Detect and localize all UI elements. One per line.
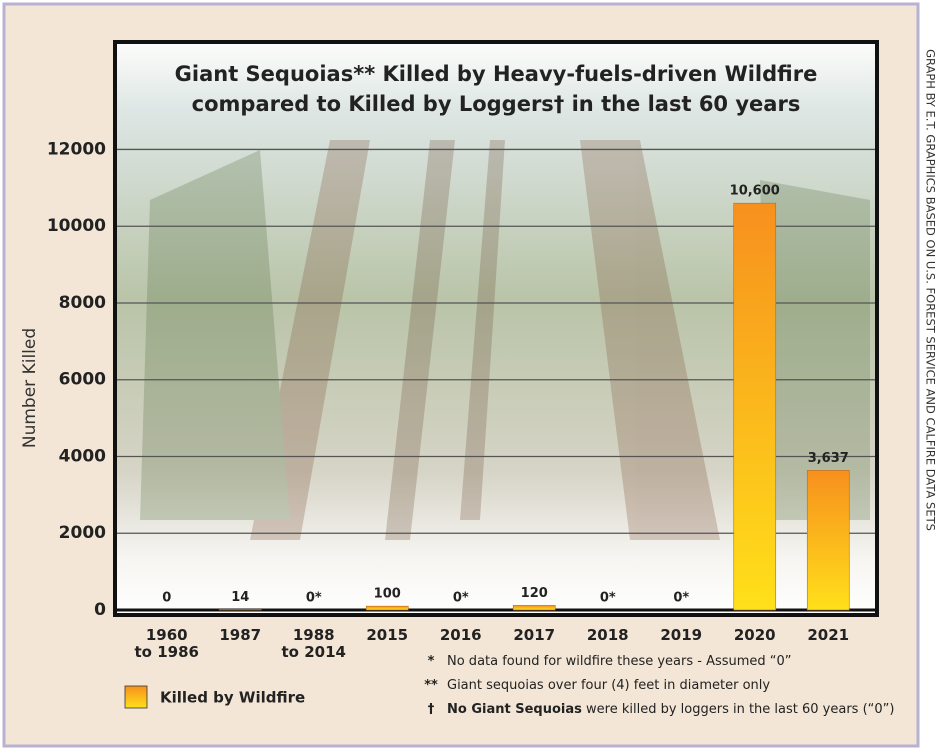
value-label: 120 (521, 586, 548, 601)
footnote-body: Giant sequoias over four (4) feet in dia… (447, 678, 771, 693)
credit: GRAPH BY E.T. GRAPHICS BASED ON U.S. FOR… (924, 49, 938, 531)
y-tick-label: 0 (94, 600, 106, 620)
x-tick-label: 2020 (733, 626, 776, 644)
x-tick-label: 1988 to 2014 (281, 626, 346, 661)
value-label: 100 (374, 587, 401, 602)
x-tick-label: 2017 (513, 626, 556, 644)
y-tick-label: 8000 (59, 293, 106, 313)
bar (806, 470, 850, 611)
x-tick-label: 2015 (366, 626, 409, 644)
x-tick-label: 1987 (219, 626, 262, 644)
value-label: 0 (162, 591, 171, 606)
legend-swatch (124, 685, 148, 709)
bar (733, 202, 777, 611)
trees (140, 140, 870, 540)
x-tick-label: 2021 (807, 626, 850, 644)
y-tick-label: 4000 (59, 446, 106, 466)
value-label: 14 (231, 590, 249, 605)
y-tick-label: 10000 (47, 216, 106, 236)
footnote-text: Giant sequoias over four (4) feet in dia… (447, 678, 770, 693)
value-label: 0* (600, 591, 616, 606)
bar (512, 605, 556, 611)
value-label: 0* (673, 591, 689, 606)
footnote-body: were killed by loggers in the last 60 ye… (586, 702, 895, 717)
x-tick-label: 1960 to 1986 (134, 626, 199, 661)
y-tick-label: 6000 (59, 370, 106, 390)
value-label: 0* (306, 591, 322, 606)
footnote-mark: * (427, 654, 435, 669)
y-axis-label: Number Killed (20, 328, 40, 448)
y-tick-label: 12000 (47, 139, 106, 159)
footnote-body: No data found for wildfire these years -… (447, 654, 792, 669)
bar (218, 609, 262, 611)
footnote-text: No Giant Sequoias were killed by loggers… (447, 702, 894, 717)
y-tick-label: 2000 (59, 523, 106, 543)
x-tick-label: 2016 (439, 626, 482, 644)
value-label: 3,637 (808, 451, 849, 466)
value-label: 0* (453, 591, 469, 606)
x-tick-label: 2019 (660, 626, 703, 644)
bar (365, 605, 409, 611)
legend-label: Killed by Wildfire (160, 689, 305, 707)
footnote-text: No data found for wildfire these years -… (447, 654, 792, 669)
value-label: 10,600 (730, 184, 780, 199)
footnote-mark: † (427, 702, 435, 717)
title: compared to Killed by Loggers† in the la… (192, 92, 801, 116)
x-tick-label: 2018 (586, 626, 629, 644)
footnote-mark: ** (424, 678, 438, 693)
title: Giant Sequoias** Killed by Heavy-fuels-d… (175, 62, 818, 86)
footnote-bold: No Giant Sequoias (447, 702, 582, 717)
